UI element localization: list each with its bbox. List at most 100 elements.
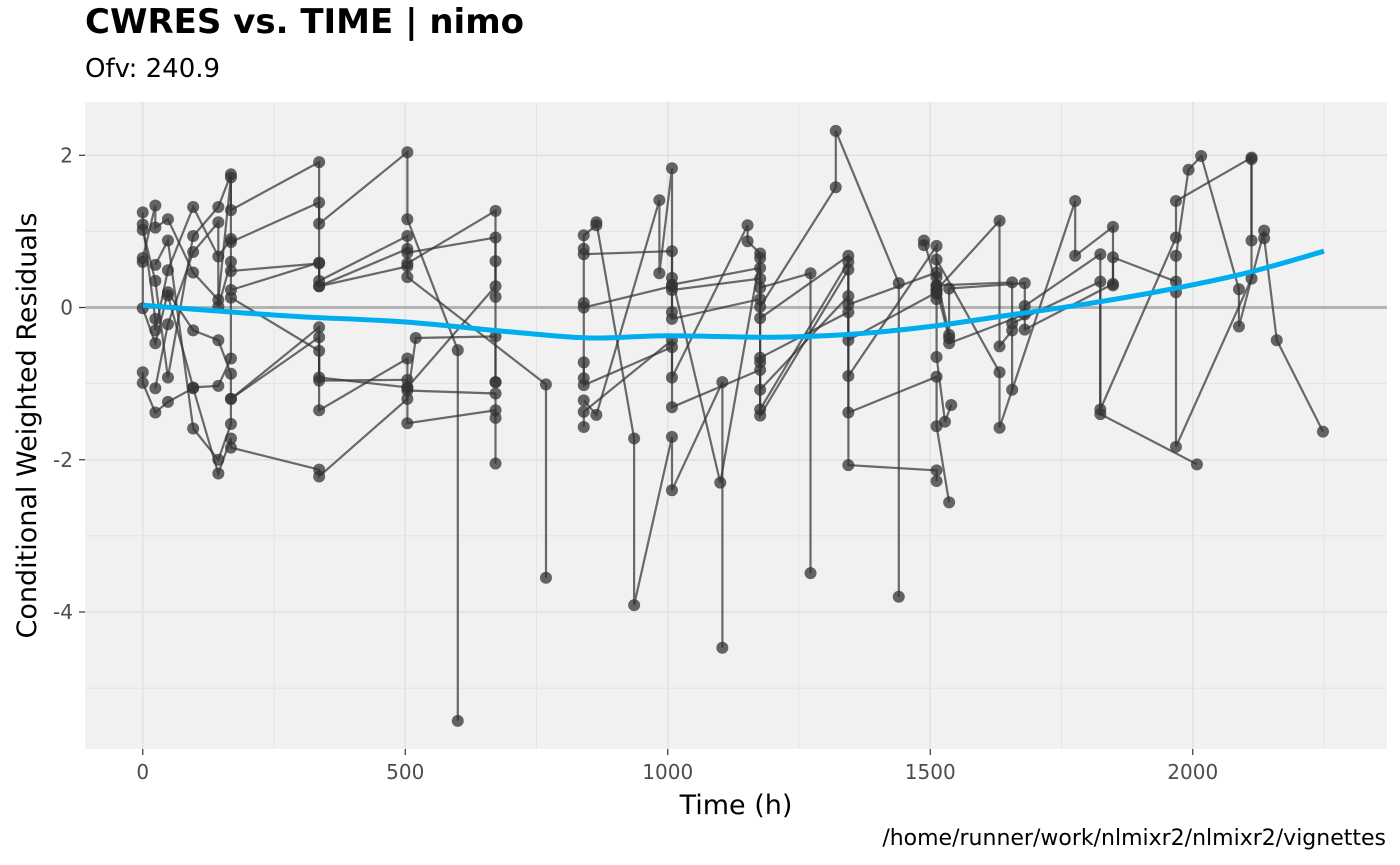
data-point [577,394,590,407]
data-point [1006,276,1019,289]
chart-subtitle: Ofv: 240.9 [85,54,221,84]
data-point [754,261,767,274]
data-point [489,387,502,400]
data-point [930,239,943,252]
data-point [313,256,326,269]
data-point [1106,220,1119,233]
data-point [577,405,590,418]
data-point [187,324,200,337]
data-point [842,370,855,383]
plot-panel [85,102,1387,749]
y-tick-label: -2 [53,448,73,472]
data-point [161,318,174,331]
data-point [590,408,603,421]
data-point [149,324,162,337]
data-point [754,383,767,396]
data-point [489,204,502,217]
series-group [149,216,552,584]
data-point [401,381,414,394]
data-point [943,337,956,350]
data-point [741,235,754,248]
series-group [577,216,729,654]
data-point [313,404,326,417]
data-point [1069,249,1082,262]
data-point [804,267,817,280]
data-point [401,213,414,226]
data-point [539,378,552,391]
data-point [930,464,943,477]
data-point [451,714,464,727]
series-group [136,330,502,483]
data-point [212,334,225,347]
data-point [754,403,767,416]
y-axis-title: Conditional Weighted Residuals [12,213,43,639]
data-point [1069,194,1082,207]
data-point [665,401,678,414]
data-point [136,218,149,231]
data-point [489,231,502,244]
data-point [842,459,855,472]
data-point [665,430,678,443]
data-point [1232,320,1245,333]
data-point [187,229,200,242]
data-point [161,289,174,302]
data-point [993,366,1006,379]
data-point [224,367,237,380]
data-point [224,291,237,304]
data-point [943,328,956,341]
series-line [582,242,953,423]
y-tick-label: 2 [60,143,73,167]
data-point [224,171,237,184]
data-point [401,246,414,259]
data-point [741,219,754,232]
data-point [628,432,641,445]
data-point [842,406,855,419]
y-tick-label: -4 [53,600,73,624]
data-point [187,245,200,258]
smooth-trend-line [142,248,1325,341]
data-point [187,381,200,394]
data-point [161,213,174,226]
data-point [943,282,956,295]
data-point [224,255,237,268]
data-point [1245,153,1258,166]
chart-caption: /home/runner/work/nlmixr2/nlmixr2/vignet… [882,826,1386,851]
data-point [930,475,943,488]
data-point [313,344,326,357]
data-point [1190,458,1203,471]
data-point [917,234,930,247]
data-point [401,146,414,159]
series-line [922,200,1115,429]
series-group [665,214,1019,396]
y-tick-label: 0 [60,296,73,320]
data-point [161,395,174,408]
data-point [577,372,590,385]
x-tick-label: 0 [136,760,149,784]
series-group [1169,150,1329,438]
data-point [136,255,149,268]
data-point [829,181,842,194]
data-point [149,337,162,350]
data-point [401,417,414,430]
data-point [1106,251,1119,264]
data-point [1106,277,1119,290]
data-point [1018,323,1031,336]
data-point [577,248,590,261]
data-point [665,306,678,319]
data-point [943,496,956,509]
data-point [489,411,502,424]
data-point [313,156,326,169]
data-point [409,331,422,344]
data-point [628,599,641,612]
data-point [313,321,326,334]
data-point [489,376,502,389]
data-point [313,331,326,344]
data-point [149,258,162,271]
data-point [489,330,502,343]
data-point [313,217,326,230]
data-point [1169,440,1182,453]
data-point [1182,163,1195,176]
data-point [224,392,237,405]
data-point [930,253,943,266]
x-tick-label: 2000 [1167,760,1218,784]
